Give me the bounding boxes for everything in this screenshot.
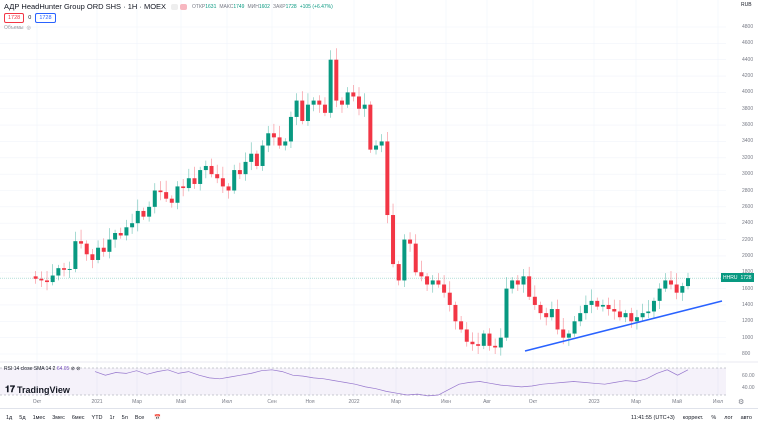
range-0[interactable]: 1д [6, 415, 13, 421]
chart-legend: АДР HeadHunter Group ORD SHS · 1Н · MOEX… [4, 2, 333, 11]
rsi-legend[interactable]: RSI 14 close SMA 14 2 64.05 ⊘ ⊘ [4, 366, 81, 372]
log-toggle[interactable]: лог [724, 415, 733, 421]
currency-selector[interactable]: RUB [741, 2, 752, 8]
close-icon[interactable] [180, 3, 188, 10]
range-6[interactable]: 1г [109, 415, 115, 421]
symbol-title[interactable]: АДР HeadHunter Group ORD SHS · 1Н · MOEX [4, 2, 167, 11]
tradingview-logo[interactable]: 𝟏𝟕 TradingView [5, 384, 70, 395]
spread-value: 0 [28, 15, 32, 21]
clock-time[interactable]: 11:41:55 (UTC+3) [630, 415, 675, 421]
volume-label: Объемы [4, 25, 24, 31]
tv-logo-icon: 𝟏𝟕 [5, 384, 16, 394]
trade-buttons: 1728 0 1728 [4, 13, 56, 23]
price-axis[interactable]: 8001000120014001600180020002200240026002… [742, 24, 755, 391]
collapse-icon[interactable] [171, 3, 179, 10]
ohlc-values: ОТКР1631 МАКС1749 МИН1602 ЗАКР1728 +105 … [192, 3, 333, 10]
volume-indicator[interactable]: Объемы ◎ [4, 25, 31, 31]
range-2[interactable]: 1мес [32, 415, 46, 421]
range-7[interactable]: 5л [121, 415, 128, 421]
calendar-icon[interactable]: 📅 [154, 415, 162, 421]
range-3[interactable]: 3мес [52, 415, 65, 421]
legend-buttons[interactable] [171, 3, 188, 10]
range-buttons: 1д 5д 1мес 3мес 6мес YTD 1г 5л Все [0, 415, 144, 421]
eye-hidden-icon[interactable]: ◎ [26, 25, 31, 31]
sell-button[interactable]: 1728 [4, 13, 25, 23]
percent-toggle[interactable]: % [711, 415, 717, 421]
adjust-toggle[interactable]: коррект. [682, 415, 704, 421]
range-5[interactable]: YTD [91, 415, 103, 421]
auto-toggle[interactable]: авто [740, 415, 752, 421]
range-1[interactable]: 5д [19, 415, 26, 421]
range-8[interactable]: Все [134, 415, 145, 421]
buy-button[interactable]: 1728 [35, 13, 56, 23]
settings-gear-icon[interactable]: ⚙ [738, 399, 745, 406]
range-4[interactable]: 6мес [71, 415, 85, 421]
current-price-label: HHRU 1728 [721, 273, 754, 282]
time-axis[interactable]: Окт 2021 Мар Май Июл Сен Ноя 2022 Мар Июн Авг Окт 20… [32, 399, 724, 405]
bottom-toolbar: 1д 5д 1мес 3мес 6мес YTD 1г 5л Все 📅 11:41:55 (U… [0, 408, 758, 427]
